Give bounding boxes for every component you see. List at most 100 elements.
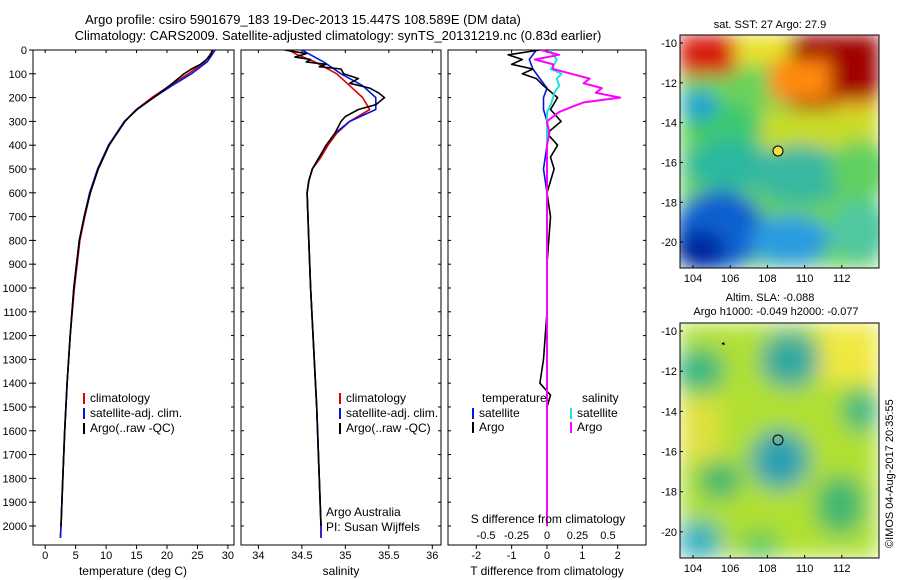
legend-label: satellite [577,406,618,420]
depth-tick-label: 1000 [3,283,27,295]
differences-xtick-label: -1 [507,550,517,562]
depth-tick-label: 800 [9,235,27,247]
annotation-pi: PI: Susan Wijffels [326,520,420,534]
salinity-xtick-label: 34 [252,550,264,562]
map-ytick-label: -16 [661,447,677,459]
map-xtick-label: 106 [721,273,739,285]
salinity-lines [284,50,386,538]
differences-xtick-label: -2 [471,550,481,562]
temperature-xtick-label: 15 [130,550,142,562]
depth-tick-label: 500 [9,164,27,176]
sla-map-ticks: 104 106 108 110 112 -10 -12 -14 -16 -18 -20 [661,326,850,575]
map-xtick-label: 104 [684,563,702,575]
legend-label: Argo [577,420,603,434]
depth-tick-label: 1100 [3,307,27,319]
depth-tick-label: 200 [9,93,27,105]
annotation-argo-australia: Argo Australia [326,505,401,519]
map-ytick-label: -10 [661,326,677,338]
legend-label: Argo(..raw -QC) [90,421,175,435]
sst-map-frame [679,34,880,269]
differences-xtick-label: 2 [615,550,621,562]
legend-label: satellite-adj. clim. [90,406,182,420]
map-ytick-label: -12 [661,78,677,90]
differences-xtick-label: 0 [544,550,550,562]
s-difference-label: S difference from climatology [471,512,626,526]
map-xtick-label: 104 [684,273,702,285]
differences-series-1 [507,50,562,526]
depth-tick-label: 300 [9,116,27,128]
difference-legend: temperature salinitysatelliteArgosatellit… [472,391,619,434]
salinity-xlabel: salinity [323,564,360,578]
s-difference-tick-label: 0.25 [567,530,588,542]
legend-title-salinity: salinity [582,391,619,405]
difference-panel: -2 -1 0 1 2 -0.5 -0.25 0 0.25 0.5 temperature sal… [447,49,647,578]
temperature-xtick-label: 0 [42,550,48,562]
depth-tick-label: 1200 [3,331,27,343]
sst-map-title: sat. SST: 27 Argo: 27.9 [714,19,827,31]
differences-xtick-label: 1 [579,550,585,562]
legend-label: climatology [346,391,406,405]
map-xtick-label: 110 [796,273,814,285]
depth-tick-label: 1400 [3,378,27,390]
t-difference-axis-ticks: -2 -1 0 1 2 [448,49,646,562]
t-difference-xlabel: T difference from climatology [470,564,624,578]
depth-tick-label: 700 [9,212,27,224]
temperature-axis-ticks: 0 5 10 15 20 25 30 [42,50,234,562]
legend-label: satellite-adj. clim. [346,406,438,420]
sst-map-panel: sat. SST: 27 Argo: 27.9 [661,19,880,285]
salinity-series-2 [284,50,386,527]
header-line-2: Climatology: CARS2009. Satellite-adjuste… [75,28,602,43]
sla-map-title: Altim. SLA: -0.088 [726,292,815,304]
s-difference-tick-label: -0.25 [504,530,529,542]
depth-tick-label: 1600 [3,426,27,438]
map-ytick-label: -16 [661,157,677,169]
legend-title-temperature: temperature [482,391,547,405]
differences-series-3 [533,50,622,526]
temperature-panel: 0 100 200 300 400 500 600 700 800 900 1000 1100 1200… [3,45,235,578]
map-ytick-label: -14 [661,118,677,130]
depth-tick-label: 1800 [3,473,27,485]
map-xtick-label: 112 [833,273,851,285]
salinity-axis-ticks: 34 34.5 35 35.5 36 [241,49,441,562]
temperature-xtick-label: 10 [100,550,112,562]
map-xtick-label: 112 [833,563,851,575]
sla-map-frame [679,322,880,559]
temperature-xlabel: temperature (deg C) [79,564,187,578]
salinity-xtick-label: 36 [426,550,438,562]
map-ytick-label: -20 [661,237,677,249]
salinity-axes-box [240,49,442,546]
sla-map-subtitle: Argo h1000: -0.049 h2000: -0.077 [693,306,858,318]
sst-map-ticks: 104 106 108 110 112 -10 -12 -14 -16 -18 -20 [661,38,850,285]
depth-tick-label: 900 [9,259,27,271]
sla-map-track-mark [721,342,725,345]
depth-tick-label: 1700 [3,450,27,462]
map-xtick-label: 106 [721,563,739,575]
s-difference-axis-ticks: -0.5 -0.25 0 0.25 0.5 [477,530,616,542]
difference-lines [507,50,622,526]
sla-map-panel: Altim. SLA: -0.088 Argo h1000: -0.049 h2… [661,292,880,575]
map-ytick-label: -10 [661,38,677,50]
depth-tick-label: 1300 [3,354,27,366]
temperature-series-2 [60,50,213,527]
depth-tick-label: 400 [9,140,27,152]
map-xtick-label: 108 [758,273,776,285]
temperature-lines [59,50,216,538]
map-ytick-label: -14 [661,406,677,418]
depth-tick-label: 100 [9,69,27,81]
map-ytick-label: -18 [661,197,677,209]
map-ytick-label: -20 [661,527,677,539]
depth-axis-ticks: 0 100 200 300 400 500 600 700 800 900 1000 1100 1200… [3,45,234,533]
map-ytick-label: -12 [661,366,677,378]
salinity-panel: 34 34.5 35 35.5 36 climatologysatellite-adj.… [240,49,442,578]
temperature-xtick-label: 25 [191,550,203,562]
header-line-1: Argo profile: csiro 5901679_183 19-Dec-2… [85,12,521,27]
sla-map-argo-marker [772,434,784,446]
imos-timestamp: ©IMOS 04-Aug-2017 20:35:55 [884,399,896,548]
map-ytick-label: -18 [661,487,677,499]
depth-tick-label: 600 [9,188,27,200]
legend-label: climatology [90,391,150,405]
salinity-xtick-label: 35.5 [378,550,399,562]
